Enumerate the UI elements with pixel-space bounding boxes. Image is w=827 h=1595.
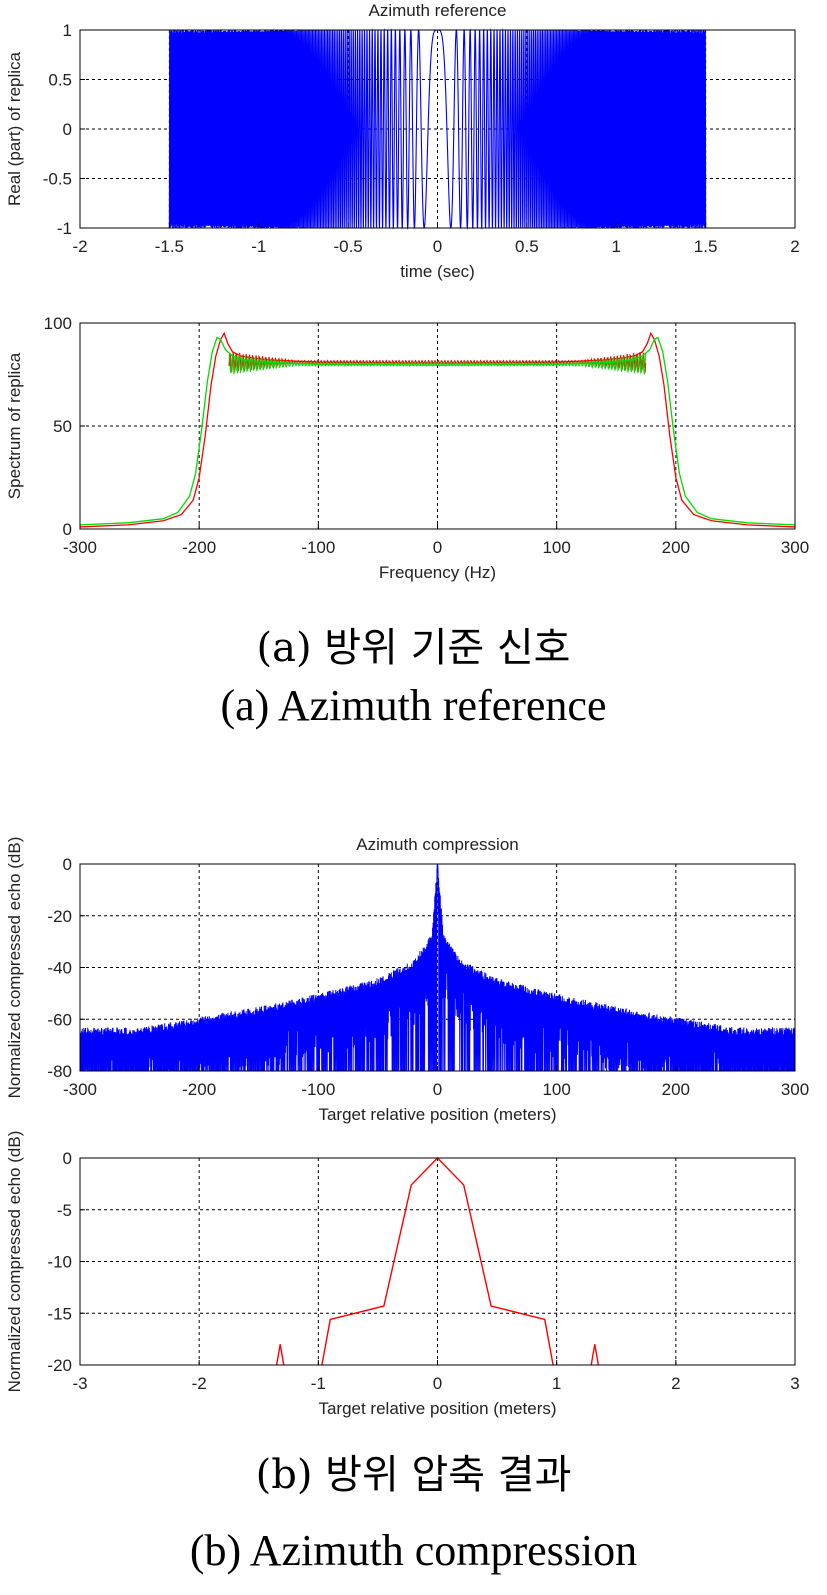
y-tick-label: -60 [47, 1010, 72, 1029]
x-tick-label: -2 [72, 237, 87, 256]
tick-labels: -3 -2 -1 0 1 2 3-20-15-10-50 [47, 1149, 799, 1393]
x-tick-label: 1 [552, 1374, 561, 1393]
x-tick-label: 100 [542, 538, 570, 557]
x-tick-label: 2 [671, 1374, 680, 1393]
x-tick-label: 1 [612, 237, 621, 256]
x-tick-label: 0 [433, 237, 442, 256]
series-ripple-green [228, 353, 647, 375]
y-tick-label: -15 [47, 1304, 72, 1323]
x-tick-label: -1.5 [155, 237, 184, 256]
y-tick-label: -80 [47, 1062, 72, 1081]
x-tick-label: -0.5 [333, 237, 362, 256]
caption-b-english: (b) Azimuth compression [189, 1526, 638, 1575]
x-tick-label: 0.5 [515, 237, 539, 256]
grid [80, 864, 795, 1071]
x-tick-label: 100 [542, 1080, 570, 1099]
y-axis-label: Real (part) of replica [5, 51, 24, 206]
y-tick-label: -20 [47, 907, 72, 926]
y-tick-label: 0 [63, 855, 72, 874]
chart-azimuth-compression-full: -300 -200 -100 0 100 200 300-80-60-40-200Azimu… [5, 835, 809, 1124]
y-axis-label: Spectrum of replica [5, 352, 24, 499]
series-line-green [79, 336, 796, 526]
x-axis-label: Frequency (Hz) [379, 563, 496, 582]
x-axis-label: Target relative position (meters) [318, 1399, 556, 1418]
y-tick-label: -10 [47, 1253, 72, 1272]
x-tick-label: 3 [790, 1374, 799, 1393]
grid [80, 1158, 795, 1365]
y-axis-label: Normalized compressed echo (dB) [5, 1131, 24, 1393]
x-tick-label: -300 [63, 538, 97, 557]
grid [80, 323, 795, 529]
x-tick-label: -100 [301, 538, 335, 557]
x-tick-label: -1 [311, 1374, 326, 1393]
y-tick-label: -1 [57, 219, 72, 238]
y-tick-label: -20 [47, 1356, 72, 1375]
series-line-segment [275, 1344, 285, 1366]
x-tick-label: 300 [781, 538, 809, 557]
x-tick-label: -2 [192, 1374, 207, 1393]
y-tick-label: -40 [47, 959, 72, 978]
x-axis-label: time (sec) [400, 262, 475, 281]
x-tick-label: -300 [63, 1080, 97, 1099]
x-tick-label: -3 [72, 1374, 87, 1393]
chart-title: Azimuth compression [356, 835, 519, 854]
tick-labels: -300 -200 -100 0 100 200 300 0 50 100 [44, 314, 810, 557]
tick-labels: -300 -200 -100 0 100 200 300-80-60-40-200 [47, 855, 809, 1099]
y-tick-label: 0 [63, 120, 72, 139]
y-tick-label: 50 [53, 417, 72, 436]
x-tick-label: -200 [182, 538, 216, 557]
y-tick-label: 0.5 [48, 71, 72, 90]
y-tick-label: 0 [63, 1149, 72, 1168]
x-tick-label: 300 [781, 1080, 809, 1099]
x-tick-label: 0 [433, 1374, 442, 1393]
series-group [79, 331, 796, 528]
y-tick-label: 0 [63, 520, 72, 539]
caption-a-korean: (a) 방위 기준 신호 [256, 625, 571, 671]
x-tick-label: 200 [662, 538, 690, 557]
series-line-segment [590, 1344, 600, 1366]
chart-azimuth-reference-time: -2 -1.5 -1 -0.5 0 0.5 1 1.5 2 -1 -0.5 0 0.5 1 Azimuth … [5, 1, 800, 281]
x-tick-label: 0 [433, 1080, 442, 1099]
y-tick-label: 1 [63, 21, 72, 40]
y-tick-label: 100 [44, 314, 72, 333]
x-tick-label: 2 [790, 237, 799, 256]
x-tick-label: 200 [662, 1080, 690, 1099]
caption-a-english: (a) Azimuth reference [220, 681, 607, 730]
y-tick-label: -5 [57, 1201, 72, 1220]
caption-b-korean: (b) 방위 압축 결과 [255, 1452, 572, 1498]
chart-title: Azimuth reference [369, 1, 507, 20]
y-axis-label: Normalized compressed echo (dB) [5, 837, 24, 1099]
x-tick-label: 1.5 [694, 237, 718, 256]
x-tick-label: -100 [301, 1080, 335, 1099]
x-axis-label: Target relative position (meters) [318, 1105, 556, 1124]
x-tick-label: -1 [251, 237, 266, 256]
x-tick-label: -200 [182, 1080, 216, 1099]
chart-azimuth-reference-spectrum: -300 -200 -100 0 100 200 300 0 50 100 Frequency (H… [5, 314, 809, 582]
x-tick-label: 0 [433, 538, 442, 557]
y-tick-label: -0.5 [43, 170, 72, 189]
tick-labels: -2 -1.5 -1 -0.5 0 0.5 1 1.5 2 -1 -0.5 0 0.5 1 [43, 21, 800, 256]
